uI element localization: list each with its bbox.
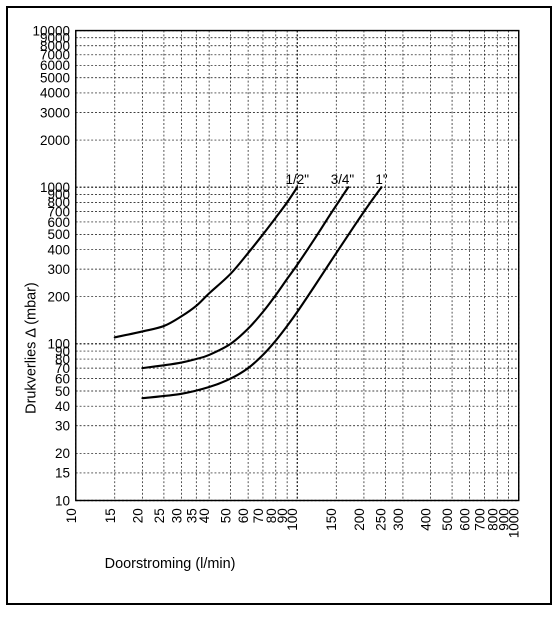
- x-tick-label: 250: [373, 508, 388, 530]
- x-tick-label: 150: [324, 508, 339, 530]
- series-label-half-inch: 1/2": [286, 172, 310, 187]
- y-axis-label: Drukverlies Δ (mbar): [23, 282, 39, 414]
- x-tick-label: 15: [103, 508, 118, 523]
- x-tick-label: 300: [391, 508, 406, 530]
- y-tick-label: 3000: [40, 105, 70, 120]
- x-tick-label: 40: [197, 508, 212, 523]
- x-tick-label: 500: [440, 508, 455, 530]
- y-tick-label: 15: [55, 466, 70, 481]
- series-label-one-inch: 1": [375, 172, 387, 187]
- y-tick-label: 300: [48, 262, 70, 277]
- curve-one-inch: [142, 187, 381, 398]
- x-tick-label: 200: [352, 508, 367, 530]
- x-tick-label: 100: [285, 508, 300, 530]
- y-tick-label: 40: [55, 399, 70, 414]
- y-tick-label: 30: [55, 419, 70, 434]
- x-tick-label: 25: [152, 508, 167, 523]
- series-label-three-quarter-inch: 3/4": [331, 172, 355, 187]
- y-tick-label: 1000: [40, 180, 70, 195]
- y-tick-label: 10000: [33, 23, 70, 38]
- y-tick-label: 2000: [40, 133, 70, 148]
- y-tick-label: 200: [48, 290, 70, 305]
- x-tick-label: 60: [236, 508, 251, 523]
- y-tick-label: 400: [48, 242, 70, 257]
- curve-three-quarter-inch: [142, 187, 348, 368]
- x-axis-label: Doorstroming (l/min): [105, 556, 236, 572]
- chart-frame: 1/2"3/4"1" 10152025303540506070809010015…: [6, 6, 552, 605]
- y-tick-label: 20: [55, 446, 70, 461]
- pressure-flow-chart: 1/2"3/4"1" 10152025303540506070809010015…: [18, 18, 538, 593]
- x-tick-label: 30: [169, 508, 184, 523]
- x-tick-label: 600: [458, 508, 473, 530]
- x-tick-label: 20: [130, 508, 145, 523]
- y-tick-label: 4000: [40, 86, 70, 101]
- y-tick-label: 100: [48, 337, 70, 352]
- x-tick-label: 1000: [507, 508, 522, 538]
- y-tick-label: 10: [55, 493, 70, 508]
- x-tick-label: 400: [419, 508, 434, 530]
- x-tick-label: 50: [219, 508, 234, 523]
- x-tick-label: 10: [64, 508, 79, 523]
